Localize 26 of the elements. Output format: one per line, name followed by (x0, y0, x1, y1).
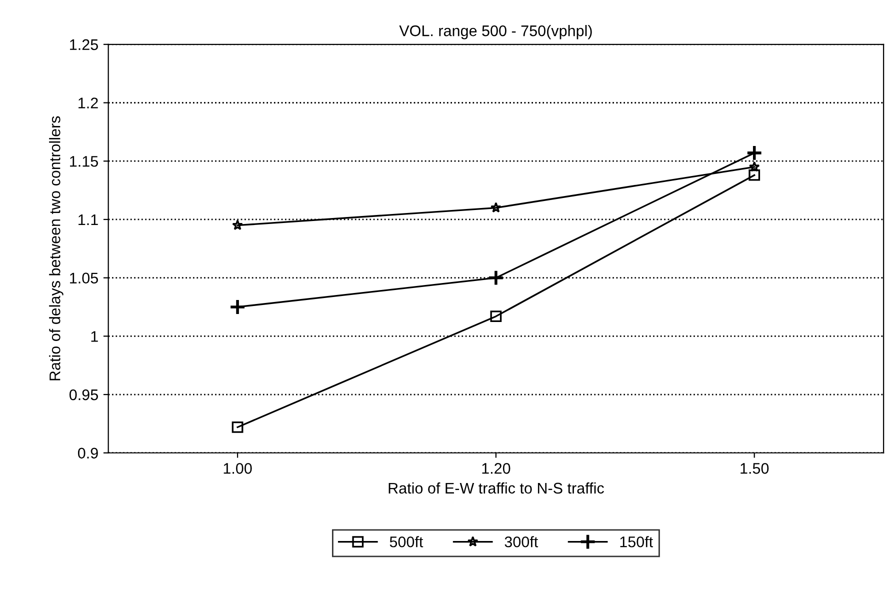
x-tick-label: 1.50 (740, 463, 769, 474)
point (232, 220, 243, 230)
y-tick-label: 1 (91, 331, 98, 342)
chart-title: VOL. range 500 - 750(vphpl) (399, 24, 592, 40)
point (746, 144, 763, 162)
legend-label: 150ft (620, 536, 653, 548)
y-tick-label: 1.15 (70, 156, 98, 167)
y-tick-label: 1.1 (78, 214, 98, 225)
point (229, 298, 246, 316)
y-tick-label: 0.95 (69, 389, 98, 400)
point (488, 269, 504, 286)
point (748, 161, 760, 172)
y-tick-label: 1.25 (70, 39, 98, 50)
point (490, 310, 502, 322)
y-tick-label: 0.9 (78, 448, 98, 459)
x-axis-title: Ratio of E-W traffic to N-S traffic (388, 482, 604, 494)
x-tick-label: 1.00 (224, 463, 252, 474)
x-tick-label: 1.20 (482, 463, 510, 474)
point (748, 169, 760, 181)
legend-label: 500ft (390, 536, 424, 548)
legend-label: 300ft (504, 536, 538, 548)
point (232, 422, 244, 433)
y-tick-label: 1.05 (70, 272, 98, 284)
point (490, 202, 502, 213)
y-axis-title: Ratio of delays between two controllers (49, 116, 64, 380)
y-tick-label: 1.2 (78, 98, 98, 108)
